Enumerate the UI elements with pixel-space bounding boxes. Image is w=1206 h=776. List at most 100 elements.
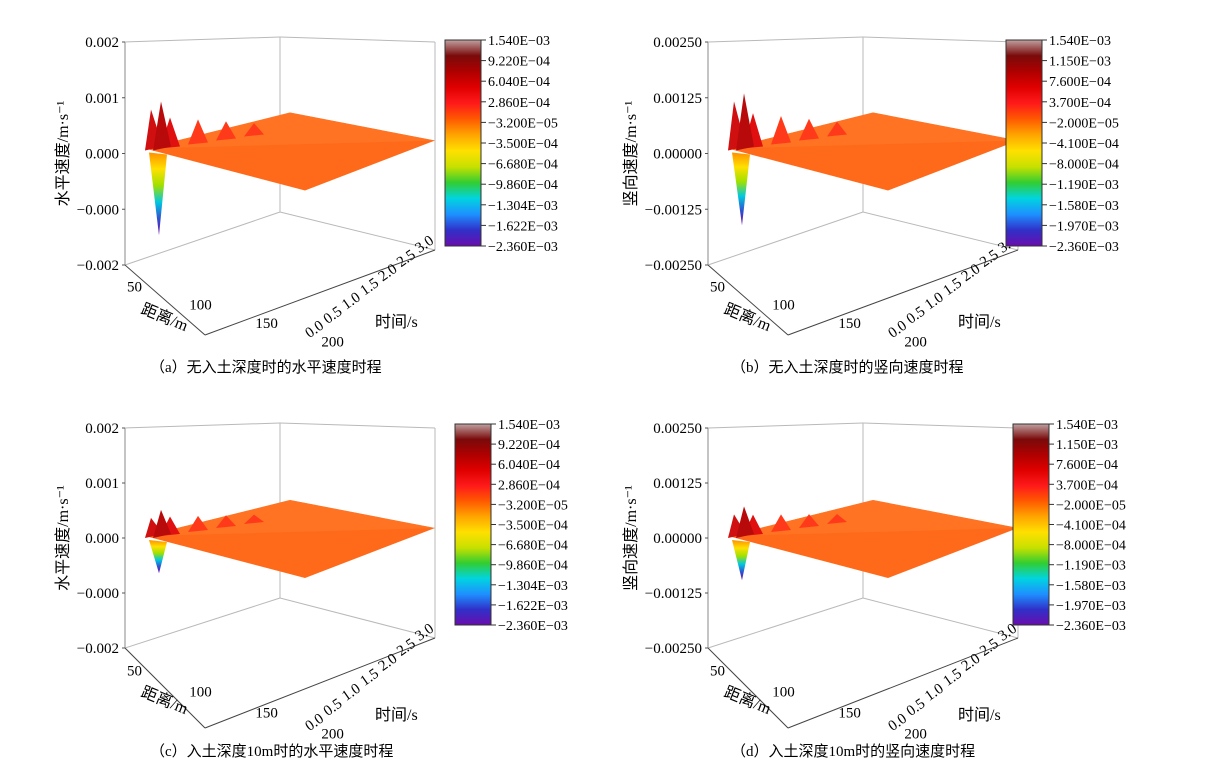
- floor-edge-right: [279, 597, 436, 639]
- surface-ripple: [799, 514, 819, 528]
- surface-ripple: [216, 515, 236, 528]
- time-axis-line: [787, 249, 1019, 336]
- z-tick-label: 0.002: [85, 421, 119, 437]
- z-tick-label: −0.000: [77, 202, 119, 218]
- colorbar-label: −6.680E−04: [498, 539, 568, 554]
- x-tick-label: 200: [321, 335, 344, 351]
- y-tick-label: 1.5: [940, 275, 965, 299]
- distance-axis-line: [707, 264, 789, 336]
- y-tick-label: 1.5: [940, 666, 965, 690]
- surface-spike-negative: [732, 540, 750, 581]
- y-tick-label: 2.5: [977, 636, 1002, 660]
- colorbar-label: −2.000E−05: [1049, 116, 1119, 131]
- top-edge-right: [279, 422, 436, 429]
- surface-spike-negative: [732, 152, 750, 226]
- colorbar-label: −2.360E−03: [1049, 240, 1119, 255]
- surface-ripple: [799, 118, 819, 141]
- colorbar-label: −1.190E−03: [1056, 559, 1126, 574]
- x-tick-label: 100: [772, 298, 795, 314]
- colorbar-label: −6.680E−04: [488, 158, 558, 173]
- surface-ripple: [188, 515, 208, 532]
- floor-edge-left: [124, 597, 281, 649]
- x-tick-label: 100: [189, 298, 212, 314]
- top-edge-right: [862, 36, 1019, 43]
- panel-d: 0.00250 0.00125 0.00000 −0.00125 −0.00250 竖向速…: [583, 388, 1186, 776]
- velocity-surface: [728, 93, 1018, 226]
- y-tick-label: 2.5: [394, 636, 419, 660]
- y-axis-label: 时间/s: [958, 706, 1001, 724]
- axes-box: [707, 422, 1019, 729]
- colorbar-label: −1.970E−03: [1056, 599, 1126, 614]
- z-axis-label: 水平速度/m·s⁻¹: [54, 485, 72, 591]
- distance-axis-line: [124, 264, 206, 336]
- colorbar-gradient: [454, 423, 492, 626]
- caption-d: （d）入土深度10m时的竖向速度时程: [731, 744, 976, 760]
- x-tick-label: 100: [189, 685, 212, 701]
- surface-spike-positive-2: [153, 509, 171, 538]
- x-tick-label: 50: [127, 663, 142, 679]
- x-tick-label: 150: [255, 706, 278, 722]
- y-ticks: 0.00.51.01.52.02.53.0: [302, 621, 437, 735]
- colorbar-label: −1.190E−03: [1049, 178, 1119, 193]
- y-tick-label: 1.0: [922, 289, 947, 313]
- surface-spike-positive-2: [736, 93, 754, 151]
- floor-edge-right: [862, 211, 1019, 251]
- y-tick-label: 0.5: [321, 304, 346, 328]
- z-tick-label: 0.002: [85, 35, 119, 51]
- colorbar-label: 6.040E−04: [488, 75, 550, 90]
- colorbar: 1.540E−03 9.220E−04 6.040E−04 2.860E−04 −3.2…: [454, 418, 568, 634]
- surface-plot-a: 0.002 0.001 0.000 −0.000 −0.002 水平速度/m·s⁻¹ 50 1…: [54, 34, 558, 351]
- y-axis-label: 时间/s: [375, 313, 418, 331]
- x-axis-label: 距离/m: [722, 300, 775, 335]
- colorbar-label: −3.500E−04: [488, 137, 558, 152]
- colorbar-gradient: [1012, 423, 1050, 626]
- floor-edge-right: [862, 597, 1019, 639]
- y-axis-label: 时间/s: [958, 313, 1001, 331]
- y-axis-label: 时间/s: [375, 706, 418, 724]
- colorbar-label: −2.360E−03: [498, 619, 568, 634]
- y-tick-label: 0.5: [904, 696, 929, 720]
- surface-ripple: [188, 119, 208, 145]
- colorbar-label: 1.540E−03: [498, 418, 560, 433]
- z-tick-label: 0.00250: [653, 35, 702, 51]
- colorbar-label: 6.040E−04: [498, 458, 560, 473]
- y-tick-label: 2.0: [376, 651, 401, 675]
- x-tick-label: 200: [321, 727, 344, 743]
- colorbar-label: −3.500E−04: [498, 519, 568, 534]
- caption-c: （c）入土深度10m时的水平速度时程: [150, 744, 394, 760]
- z-tick-label: 0.001: [85, 476, 119, 492]
- surface-spike-negative: [149, 152, 167, 236]
- z-tick-label: 0.00000: [653, 531, 702, 547]
- surface-ripple: [771, 514, 791, 532]
- colorbar-label: 9.220E−04: [498, 438, 560, 453]
- x-tick-label: 200: [904, 727, 927, 743]
- colorbar-label: −3.200E−05: [498, 498, 568, 513]
- x-tick-label: 50: [710, 279, 725, 295]
- top-edge-left: [707, 422, 864, 429]
- x-tick-label: 150: [838, 706, 861, 722]
- time-axis-line: [204, 637, 436, 729]
- surface-plot-c: 0.002 0.001 0.000 −0.000 −0.002 水平速度/m·s⁻¹ 50 1…: [54, 418, 568, 743]
- x-tick-label: 100: [772, 685, 795, 701]
- colorbar-label: 1.540E−03: [488, 34, 550, 49]
- top-edge-left: [707, 36, 864, 43]
- y-tick-label: 2.5: [394, 247, 419, 271]
- floor-edge-left: [707, 597, 864, 649]
- y-tick-label: 3.0: [412, 233, 437, 257]
- surface-ripple: [827, 513, 847, 524]
- floor-edge-right: [279, 211, 436, 251]
- colorbar-label: −9.860E−04: [488, 178, 558, 193]
- panel-c: 0.002 0.001 0.000 −0.000 −0.002 水平速度/m·s⁻¹ 50 1…: [0, 388, 603, 776]
- caption-b: （b）无入土深度时的竖向速度时程: [731, 360, 964, 376]
- z-tick-label: −0.00250: [645, 258, 702, 274]
- z-tick-label: 0.001: [85, 91, 119, 107]
- x-ticks: 50 100 150 200: [127, 663, 344, 742]
- colorbar-label: 1.540E−03: [1056, 418, 1118, 433]
- y-tick-label: 2.5: [977, 247, 1002, 271]
- panel-a: 0.002 0.001 0.000 −0.000 −0.002 水平速度/m·s⁻¹ 50 1…: [0, 0, 603, 388]
- colorbar-label: 1.150E−03: [1056, 438, 1118, 453]
- y-tick-label: 0.5: [904, 304, 929, 328]
- x-ticks: 50 100 150 200: [710, 663, 927, 742]
- x-ticks: 50 100 150 200: [710, 279, 927, 350]
- top-edge-left: [124, 36, 281, 43]
